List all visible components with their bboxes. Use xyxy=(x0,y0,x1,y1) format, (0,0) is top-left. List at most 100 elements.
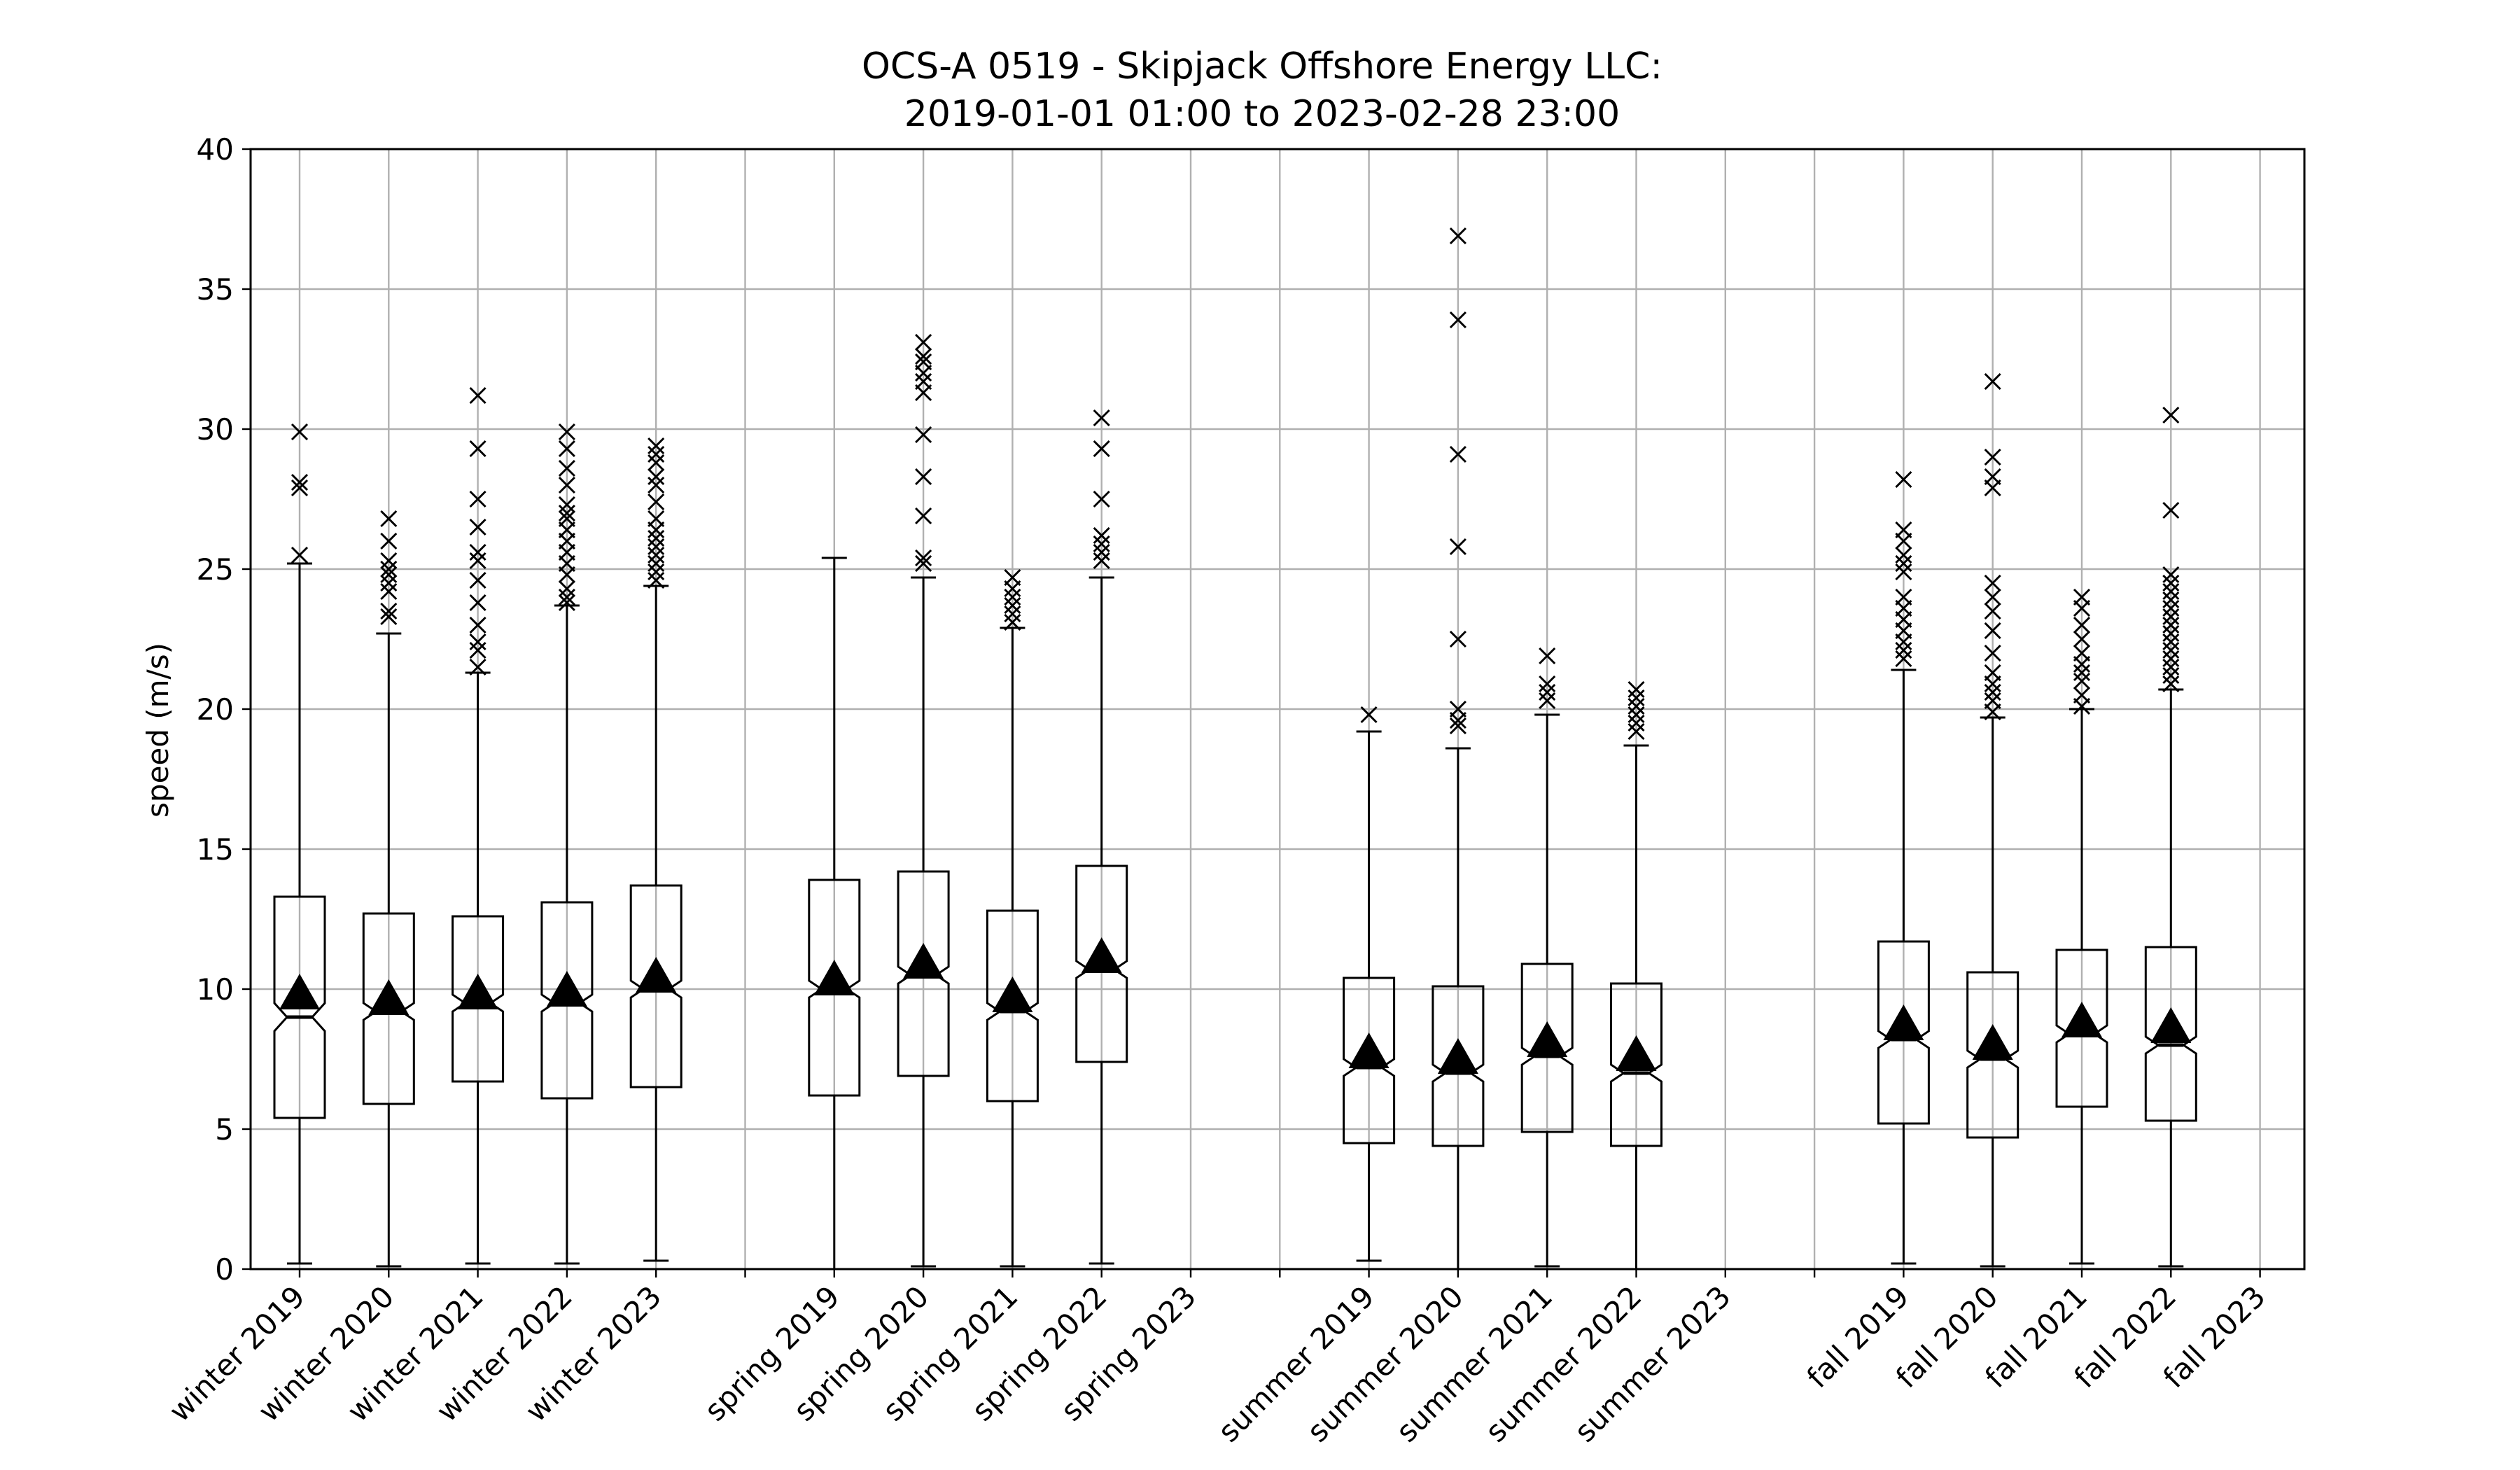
mean-marker xyxy=(546,971,587,1007)
outlier-point xyxy=(558,594,575,612)
outlier-point xyxy=(2162,666,2180,685)
outlier-point xyxy=(558,588,575,606)
outlier-point xyxy=(1449,717,1466,735)
outlier-point xyxy=(648,538,665,556)
box-winter-2023 xyxy=(629,437,682,1262)
box-summer-2020 xyxy=(1432,227,1485,1270)
outlier-point xyxy=(290,479,309,497)
outlier-point xyxy=(1984,644,2001,662)
outlier-point xyxy=(2162,608,2180,626)
outlier-point xyxy=(2162,633,2180,651)
outlier-point xyxy=(469,641,486,659)
outlier-point xyxy=(1093,490,1110,508)
outlier-point xyxy=(380,582,398,601)
outlier-point xyxy=(915,549,932,567)
y-tick-label: 0 xyxy=(215,1252,234,1287)
y-tick-label: 10 xyxy=(197,972,234,1007)
outlier-point xyxy=(2073,644,2091,662)
mean-marker xyxy=(1348,1032,1390,1068)
box-fall-2021 xyxy=(2055,588,2108,1265)
outlier-point xyxy=(648,571,665,589)
outlier-point xyxy=(915,426,932,444)
outlier-point xyxy=(648,476,665,494)
outlier-point xyxy=(1093,543,1110,561)
outlier-point xyxy=(1984,602,2001,620)
outlier-point xyxy=(2162,566,2180,584)
outlier-point xyxy=(380,552,398,570)
mean-marker xyxy=(1527,1021,1568,1057)
box-body xyxy=(1343,976,1396,1144)
outlier-point xyxy=(380,510,398,528)
outlier-point xyxy=(648,493,665,511)
outlier-point xyxy=(558,504,575,522)
box-winter-2020 xyxy=(362,510,415,1268)
outlier-point xyxy=(648,546,665,564)
outlier-point xyxy=(648,437,665,455)
outlier-point xyxy=(2162,501,2180,519)
box-fall-2020 xyxy=(1966,372,2019,1268)
outlier-point xyxy=(1093,409,1110,427)
outlier-point xyxy=(1895,521,1912,539)
outlier-point xyxy=(915,333,932,351)
y-tick-label: 15 xyxy=(197,832,234,867)
box-body xyxy=(1877,940,1930,1125)
outlier-point xyxy=(1539,647,1556,665)
outlier-point xyxy=(1895,650,1912,668)
outlier-point xyxy=(1895,563,1912,581)
outlier-point xyxy=(290,546,309,564)
outlier-point xyxy=(1628,697,1645,715)
outlier-point xyxy=(469,552,486,570)
plot-frame xyxy=(249,148,2306,1270)
outlier-point xyxy=(2073,616,2091,634)
x-tick-label: summer 2022 xyxy=(1478,1279,1648,1448)
outlier-point xyxy=(1984,588,2001,606)
box-fall-2019 xyxy=(1877,470,1930,1265)
outlier-point xyxy=(1004,605,1021,623)
outlier-point xyxy=(1449,227,1466,245)
outlier-point xyxy=(1628,706,1645,724)
outlier-point xyxy=(469,616,486,634)
outlier-point xyxy=(469,518,486,536)
outlier-point xyxy=(1539,683,1556,701)
outlier-point xyxy=(2162,675,2180,693)
outlier-point xyxy=(2162,574,2180,592)
outlier-point xyxy=(2162,616,2180,634)
y-tick-label: 5 xyxy=(215,1112,234,1147)
outlier-point xyxy=(1895,641,1912,659)
outlier-point xyxy=(1539,692,1556,710)
outlier-point xyxy=(469,543,486,561)
outlier-point xyxy=(2162,641,2180,659)
outlier-point xyxy=(2073,686,2091,704)
outlier-point xyxy=(2162,599,2180,617)
box-winter-2019 xyxy=(273,423,326,1265)
outlier-point xyxy=(648,454,665,472)
outlier-point xyxy=(648,554,665,573)
outlier-point xyxy=(1895,470,1912,489)
mean-marker xyxy=(1972,1024,2013,1060)
y-axis-label: speed (m/s) xyxy=(141,643,175,818)
outlier-point xyxy=(1449,538,1466,556)
mean-marker xyxy=(992,976,1033,1012)
box-summer-2019 xyxy=(1343,706,1396,1262)
box-winter-2021 xyxy=(451,386,505,1265)
box-body xyxy=(1520,962,1574,1133)
outlier-point xyxy=(1093,552,1110,570)
outlier-point xyxy=(1004,596,1021,615)
mean-marker xyxy=(636,957,677,993)
outlier-point xyxy=(290,423,309,441)
outlier-point xyxy=(648,445,665,463)
outlier-point xyxy=(915,372,932,391)
box-spring-2021 xyxy=(986,568,1039,1268)
y-tick-label: 30 xyxy=(197,412,234,447)
mean-marker xyxy=(368,979,410,1015)
mean-marker xyxy=(1616,1035,1657,1071)
outlier-point xyxy=(1004,568,1021,587)
outlier-point xyxy=(1449,630,1466,648)
y-tick-label: 25 xyxy=(197,552,234,587)
outlier-point xyxy=(648,510,665,528)
outlier-point xyxy=(380,602,398,620)
outlier-point xyxy=(2162,582,2180,601)
mean-marker xyxy=(903,943,944,979)
outlier-point xyxy=(469,440,486,458)
